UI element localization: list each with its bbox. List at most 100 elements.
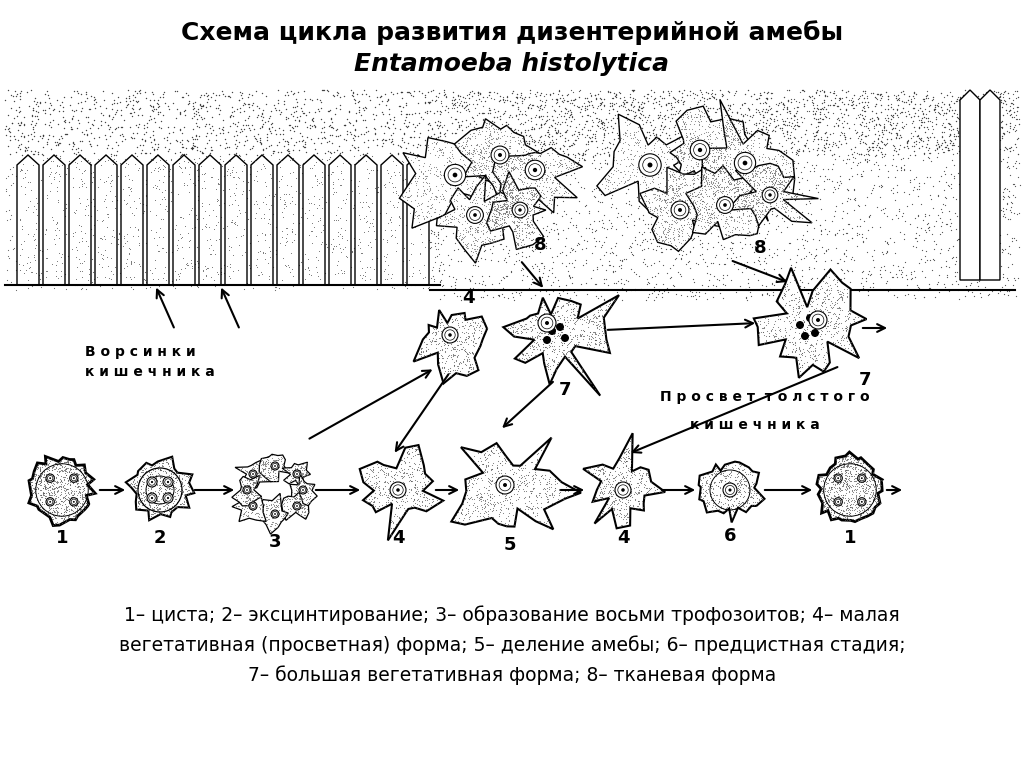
Point <box>360 477 377 489</box>
Point <box>585 223 601 235</box>
Point <box>675 133 691 146</box>
Point <box>476 196 493 209</box>
Point <box>146 479 163 492</box>
Point <box>75 200 91 212</box>
Point <box>579 115 595 127</box>
Point <box>380 181 396 193</box>
Point <box>585 326 601 338</box>
Point <box>382 173 398 185</box>
Point <box>891 92 907 104</box>
Point <box>390 489 407 502</box>
Point <box>994 190 1011 202</box>
Point <box>818 119 835 131</box>
Point <box>280 507 296 519</box>
Point <box>756 219 772 231</box>
Point <box>684 131 700 143</box>
Point <box>438 179 455 192</box>
Point <box>67 501 83 513</box>
Point <box>694 195 711 207</box>
Point <box>740 216 757 228</box>
Point <box>922 147 938 160</box>
Point <box>587 89 603 101</box>
Point <box>626 141 642 153</box>
Point <box>712 286 728 298</box>
Point <box>506 215 522 227</box>
Point <box>451 141 467 153</box>
Point <box>995 193 1012 206</box>
Point <box>984 210 1000 222</box>
Point <box>589 140 605 153</box>
Point <box>670 189 686 202</box>
Point <box>775 150 792 163</box>
Point <box>284 225 300 238</box>
Point <box>70 146 86 158</box>
Point <box>333 173 349 186</box>
Point <box>834 453 850 465</box>
Point <box>499 186 515 198</box>
Point <box>880 99 896 111</box>
Point <box>658 146 675 158</box>
Point <box>545 87 561 100</box>
Point <box>826 97 843 109</box>
Point <box>700 236 717 249</box>
Point <box>159 240 175 252</box>
Point <box>843 308 859 320</box>
Point <box>477 464 494 476</box>
Point <box>516 239 532 251</box>
Point <box>45 472 61 485</box>
Point <box>936 146 952 158</box>
Point <box>254 114 270 126</box>
Point <box>653 287 670 299</box>
Point <box>224 197 241 209</box>
Point <box>483 119 500 131</box>
Point <box>813 334 829 346</box>
Point <box>216 169 232 181</box>
Point <box>505 192 521 204</box>
Point <box>245 492 261 504</box>
Point <box>705 257 721 269</box>
Point <box>341 209 357 222</box>
Point <box>651 143 668 155</box>
Point <box>691 119 708 131</box>
Point <box>838 472 854 484</box>
Point <box>172 162 188 174</box>
Point <box>539 304 555 316</box>
Point <box>600 183 616 195</box>
Point <box>383 486 399 499</box>
Point <box>469 138 485 150</box>
Point <box>827 511 844 523</box>
Point <box>290 472 306 484</box>
Point <box>58 483 75 495</box>
Point <box>579 466 595 478</box>
Point <box>874 179 891 192</box>
Point <box>836 332 852 344</box>
Point <box>651 285 668 297</box>
Point <box>453 255 469 267</box>
Point <box>611 479 628 492</box>
Point <box>393 192 410 204</box>
Point <box>756 111 772 123</box>
Point <box>646 150 663 163</box>
Point <box>724 183 740 196</box>
Point <box>520 495 537 507</box>
Point <box>849 474 865 486</box>
Point <box>737 169 754 181</box>
Point <box>807 337 823 349</box>
Point <box>482 196 499 208</box>
Point <box>627 136 643 148</box>
Point <box>517 91 534 103</box>
Point <box>424 495 440 508</box>
Point <box>729 492 745 505</box>
Point <box>647 168 664 180</box>
Point <box>715 480 731 492</box>
Point <box>249 165 265 177</box>
Point <box>626 84 642 97</box>
Point <box>294 494 310 506</box>
Point <box>143 141 160 153</box>
Point <box>32 477 48 489</box>
Point <box>152 471 168 483</box>
Point <box>965 164 981 176</box>
Point <box>617 474 634 486</box>
Point <box>842 337 858 349</box>
Point <box>544 328 560 340</box>
